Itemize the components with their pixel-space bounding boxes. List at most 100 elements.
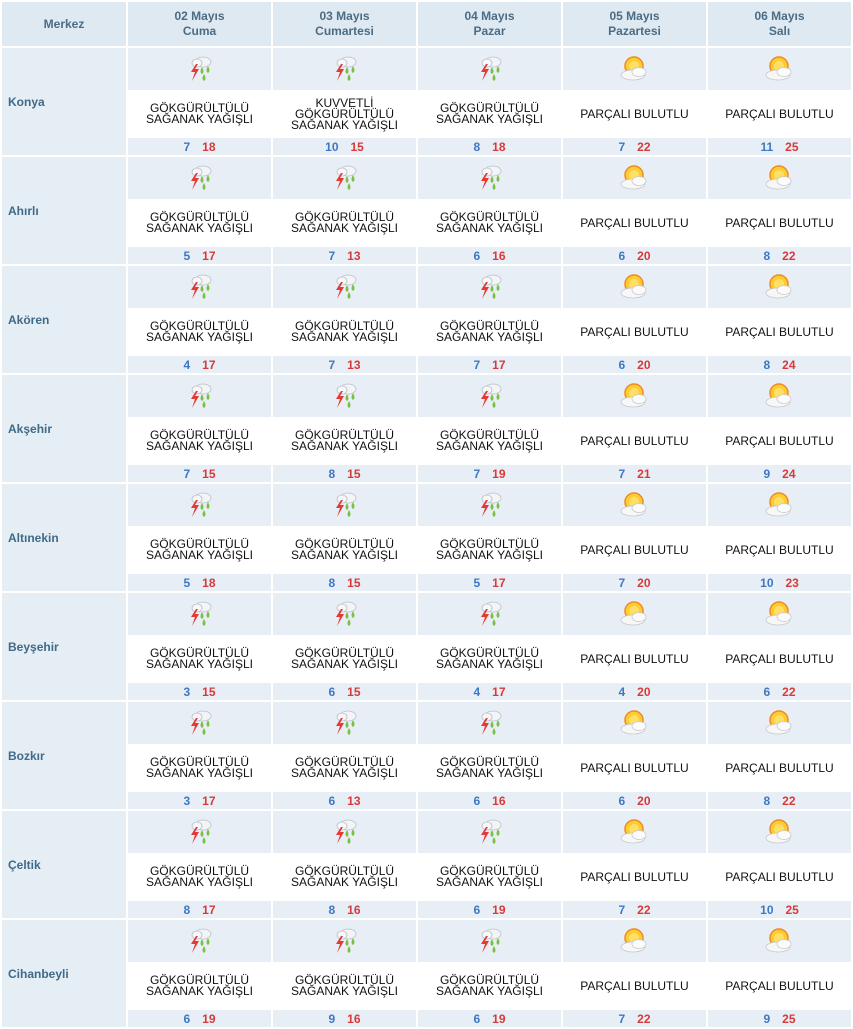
weather-icon-cell [273, 920, 416, 962]
thunderstorm-rain-icon [273, 382, 416, 410]
city-name: Konya [2, 48, 126, 155]
temperature-cell: 6 19 [418, 1010, 561, 1027]
min-temp: 4 [618, 684, 626, 699]
city-name: Altınekin [2, 484, 126, 591]
condition-text: PARÇALI BULUTLU [580, 978, 689, 993]
condition-cell: PARÇALI BULUTLU [708, 201, 851, 245]
min-temp: 9 [763, 1011, 771, 1026]
weather-icon-cell [708, 593, 851, 635]
max-temp: 25 [785, 902, 799, 917]
temperature-cell: 9 24 [708, 465, 851, 482]
condition-cell: PARÇALI BULUTLU [708, 637, 851, 681]
city-name: Bozkır [2, 702, 126, 809]
day-date: 06 Mayıs [754, 9, 805, 23]
max-temp: 20 [637, 575, 651, 590]
condition-text: SAĞANAK YAĞIŞLI [146, 439, 253, 453]
condition-cell: GÖKGÜRÜLTÜLÜ SAĞANAK YAĞIŞLI [128, 310, 271, 354]
min-temp: 8 [183, 902, 191, 917]
weather-icon-cell [128, 920, 271, 962]
temperature-cell: 6 19 [418, 901, 561, 918]
min-temp: 6 [473, 248, 481, 263]
max-temp: 15 [347, 684, 361, 699]
condition-cell: GÖKGÜRÜLTÜLÜ SAĞANAK YAĞIŞLI [128, 964, 271, 1008]
partly-cloudy-icon [563, 491, 706, 519]
min-temp: 8 [328, 575, 336, 590]
temperature-cell: 8 15 [273, 574, 416, 591]
city-name: Akören [2, 266, 126, 373]
condition-text: SAĞANAK YAĞIŞLI [436, 439, 543, 453]
weather-icon-cell [563, 484, 706, 526]
condition-text: GÖKGÜRÜLTÜLÜ [294, 537, 395, 551]
condition-text: GÖKGÜRÜLTÜLÜ [149, 864, 250, 878]
temperature-cell: 3 17 [128, 792, 271, 809]
condition-text: GÖKGÜRÜLTÜLÜ [149, 428, 250, 442]
condition-cell: PARÇALI BULUTLU [708, 528, 851, 572]
partly-cloudy-icon [708, 818, 851, 846]
min-temp: 8 [328, 466, 336, 481]
condition-text: PARÇALI BULUTLU [725, 651, 834, 666]
condition-text: GÖKGÜRÜLTÜLÜ [439, 537, 540, 551]
condition-text: PARÇALI BULUTLU [725, 324, 834, 339]
condition-cell: PARÇALI BULUTLU [708, 855, 851, 899]
max-temp: 17 [202, 902, 216, 917]
city-name: Beyşehir [2, 593, 126, 700]
max-temp: 20 [637, 684, 651, 699]
thunderstorm-rain-icon [128, 818, 271, 846]
max-temp: 17 [492, 575, 506, 590]
condition-text: SAĞANAK YAĞIŞLI [291, 766, 398, 780]
condition-text: SAĞANAK YAĞIŞLI [436, 330, 543, 344]
condition-text: GÖKGÜRÜLTÜLÜ [439, 646, 540, 660]
temperature-cell: 11 25 [708, 138, 851, 155]
thunderstorm-rain-icon [418, 164, 561, 192]
temperature-cell: 7 22 [563, 901, 706, 918]
temperature-cell: 10 25 [708, 901, 851, 918]
max-temp: 22 [637, 139, 651, 154]
thunderstorm-rain-icon [418, 927, 561, 955]
weather-icon-cell [273, 375, 416, 417]
max-temp: 18 [202, 575, 216, 590]
day-date: 05 Mayıs [609, 9, 660, 23]
temperature-cell: 6 20 [563, 792, 706, 809]
weather-icon-cell [708, 484, 851, 526]
thunderstorm-rain-icon [273, 709, 416, 737]
condition-text: GÖKGÜRÜLTÜLÜ [294, 106, 395, 121]
condition-cell: KUVVETLİ GÖKGÜRÜLTÜLÜ SAĞANAK YAĞIŞLI [273, 92, 416, 136]
weather-icon-cell [708, 48, 851, 90]
max-temp: 19 [492, 466, 506, 481]
condition-cell: GÖKGÜRÜLTÜLÜ SAĞANAK YAĞIŞLI [273, 528, 416, 572]
partly-cloudy-icon [563, 818, 706, 846]
day-date: 02 Mayıs [174, 9, 225, 23]
min-temp: 8 [328, 902, 336, 917]
max-temp: 20 [637, 357, 651, 372]
condition-cell: GÖKGÜRÜLTÜLÜ SAĞANAK YAĞIŞLI [418, 746, 561, 790]
city-name: Çeltik [2, 811, 126, 918]
condition-text: PARÇALI BULUTLU [580, 542, 689, 557]
condition-cell: PARÇALI BULUTLU [563, 746, 706, 790]
condition-cell: GÖKGÜRÜLTÜLÜ SAĞANAK YAĞIŞLI [128, 528, 271, 572]
weather-icon-cell [708, 157, 851, 199]
station-column-header: Merkez [2, 2, 126, 46]
condition-cell: GÖKGÜRÜLTÜLÜ SAĞANAK YAĞIŞLI [418, 964, 561, 1008]
weather-icon-cell [563, 48, 706, 90]
weather-icon-cell [563, 702, 706, 744]
condition-cell: GÖKGÜRÜLTÜLÜ SAĞANAK YAĞIŞLI [128, 92, 271, 136]
temperature-cell: 6 13 [273, 792, 416, 809]
condition-text: SAĞANAK YAĞIŞLI [436, 766, 543, 780]
max-temp: 17 [202, 357, 216, 372]
max-temp: 15 [202, 684, 216, 699]
condition-cell: GÖKGÜRÜLTÜLÜ SAĞANAK YAĞIŞLI [273, 964, 416, 1008]
condition-text: PARÇALI BULUTLU [725, 869, 834, 884]
weather-icon-cell [418, 375, 561, 417]
forecast-temp-row: 3 15 6 15 4 17 4 20 6 22 [2, 683, 851, 700]
condition-cell: GÖKGÜRÜLTÜLÜ SAĞANAK YAĞIŞLI [128, 637, 271, 681]
weather-icon-cell [563, 593, 706, 635]
max-temp: 22 [782, 684, 796, 699]
forecast-temp-row: 8 17 8 16 6 19 7 22 10 25 [2, 901, 851, 918]
condition-text: GÖKGÜRÜLTÜLÜ [149, 101, 250, 115]
temperature-cell: 10 15 [273, 138, 416, 155]
weather-icon-cell [418, 484, 561, 526]
condition-text: SAĞANAK YAĞIŞLI [146, 984, 253, 998]
condition-text: SAĞANAK YAĞIŞLI [436, 875, 543, 889]
condition-text: SAĞANAK YAĞIŞLI [291, 657, 398, 671]
max-temp: 21 [637, 466, 651, 481]
